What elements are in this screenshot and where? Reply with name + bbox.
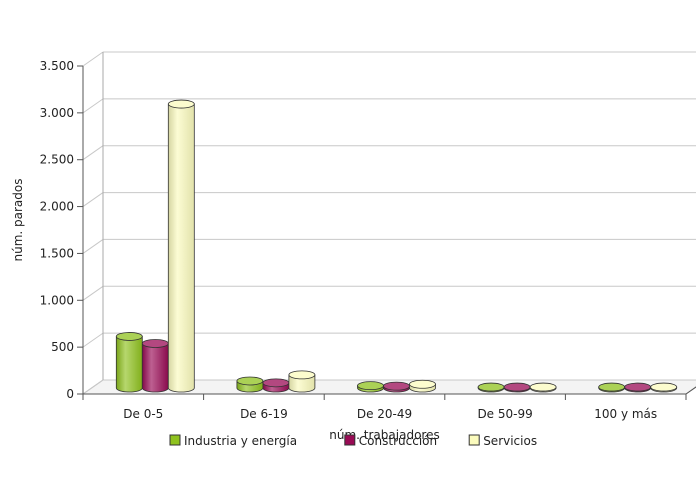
bar — [409, 379, 436, 393]
x-tick-label: De 20-49 — [357, 407, 412, 421]
x-axis-title: núm. trabajadores — [329, 428, 439, 442]
bar — [529, 382, 557, 393]
bar-cap — [167, 99, 195, 109]
wall-gridline — [82, 285, 104, 301]
wall-gridline — [82, 98, 104, 114]
bar — [624, 382, 652, 393]
bar-body — [141, 343, 169, 393]
bar — [236, 376, 264, 393]
floor-right-edge — [685, 386, 696, 395]
bar-cap — [262, 378, 290, 388]
bar-cap — [529, 382, 557, 392]
bar-body — [115, 336, 143, 393]
x-tick-label: 100 y más — [594, 407, 657, 421]
bar — [650, 382, 678, 393]
y-tick-label: 3.000 — [40, 106, 74, 120]
bar-cap — [141, 339, 169, 348]
legend-label: Industria y energía — [184, 434, 297, 448]
bar — [598, 382, 626, 393]
bar-cap — [503, 382, 531, 392]
bar-cap — [650, 382, 678, 392]
y-tick-label: 500 — [51, 340, 74, 354]
wall-gridline — [82, 332, 104, 348]
bar-cap — [236, 376, 264, 386]
bar-cap — [477, 382, 505, 392]
bar — [383, 381, 410, 393]
wall-gridline — [82, 239, 104, 254]
bar — [141, 339, 169, 393]
x-tick-label: De 6-19 — [240, 407, 288, 421]
bar — [115, 332, 143, 393]
wall-gridline — [82, 51, 104, 67]
bar-cap — [115, 332, 143, 341]
wall-gridline — [82, 379, 104, 395]
bar-cap — [624, 382, 652, 392]
legend-label: Servicios — [483, 434, 537, 448]
bar-cap — [409, 379, 436, 389]
wall-gridline — [82, 192, 104, 207]
legend-swatch — [169, 434, 181, 446]
bar — [262, 378, 290, 393]
bar-body — [288, 374, 316, 393]
y-tick-label: 3.500 — [40, 59, 74, 73]
y-tick-label: 2.500 — [40, 153, 74, 167]
y-tick-label: 2.000 — [40, 200, 74, 214]
bar-cap — [383, 381, 410, 391]
x-tick-label: De 0-5 — [123, 407, 163, 421]
y-axis-title: núm. parados — [11, 179, 25, 262]
wall-gridline — [82, 145, 104, 161]
y-tick-label: 1.000 — [40, 293, 74, 307]
bar-body — [167, 103, 195, 393]
legend-label: Construcción — [359, 434, 437, 448]
bar-cap — [357, 381, 384, 391]
bar-cap — [288, 370, 316, 380]
back-wall — [103, 52, 696, 380]
bar — [477, 382, 505, 393]
legend-swatch — [344, 434, 356, 446]
y-tick-label: 1.500 — [40, 246, 74, 260]
bar — [503, 382, 531, 393]
bar — [288, 370, 316, 393]
bar — [357, 381, 384, 393]
legend-swatch — [468, 434, 480, 446]
x-tick-label: De 50-99 — [477, 407, 532, 421]
y-tick-label: 0 — [66, 387, 74, 401]
bar — [167, 99, 195, 393]
bar-cap — [598, 382, 626, 392]
